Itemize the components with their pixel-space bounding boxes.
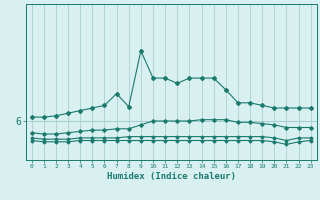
X-axis label: Humidex (Indice chaleur): Humidex (Indice chaleur)	[107, 172, 236, 181]
